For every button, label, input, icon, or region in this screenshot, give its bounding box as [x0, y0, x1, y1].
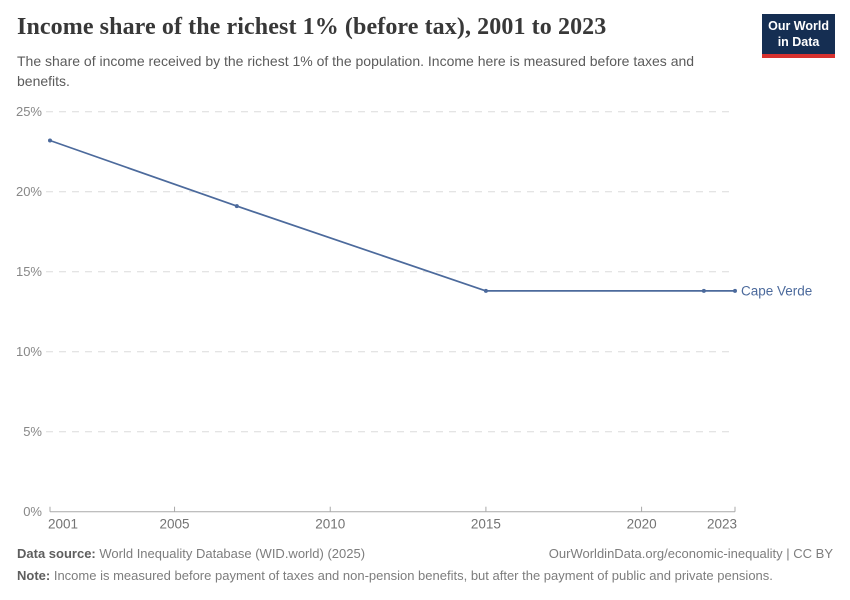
x-axis-tick-label: 2005	[160, 517, 190, 532]
data-source-text: Data source: World Inequality Database (…	[17, 546, 365, 561]
line-chart: 0% 5% 10% 15% 20% 25% 2001 2005 2010 2015 2020 2023…	[16, 104, 812, 532]
y-axis-tick-label: 15%	[16, 264, 42, 279]
footer-note-row: Note: Income is measured before payment …	[17, 568, 833, 583]
y-axis-tick-label: 0%	[23, 504, 42, 519]
chart-subtitle: The share of income received by the rich…	[17, 53, 695, 89]
owid-logo-line2: in Data	[777, 35, 820, 50]
x-axis-tick-label: 2015	[471, 517, 501, 532]
owid-url-link[interactable]: OurWorldinData.org/economic-inequality |…	[548, 546, 833, 561]
data-source-value: World Inequality Database (WID.world) (2…	[99, 546, 366, 561]
data-point[interactable]	[701, 288, 706, 293]
data-source-label: Data source:	[17, 546, 96, 561]
entity-label[interactable]: Cape Verde	[741, 283, 812, 298]
x-axis-tick-label: 2020	[627, 517, 657, 532]
data-point[interactable]	[733, 288, 737, 293]
y-axis-tick-label: 20%	[16, 184, 42, 199]
data-point[interactable]	[483, 288, 488, 293]
series-line[interactable]	[49, 139, 735, 292]
y-axis-tick-label: 5%	[23, 424, 42, 439]
x-axis-tick-label: 2023	[707, 517, 737, 532]
note-label: Note:	[17, 568, 51, 583]
page-title: Income share of the richest 1% (before t…	[17, 14, 607, 40]
y-axis-tick-label: 10%	[16, 344, 42, 359]
owid-logo-line1: Our World	[768, 19, 829, 33]
y-axis-tick-label: 25%	[16, 104, 42, 119]
note-text: Income is measured before payment of tax…	[53, 568, 773, 583]
data-point[interactable]	[48, 138, 52, 143]
data-point[interactable]	[234, 204, 239, 209]
x-axis-tick-label: 2001	[48, 517, 78, 532]
owid-logo[interactable]: Our World in Data	[762, 14, 835, 58]
footer-source-row: Data source: World Inequality Database (…	[17, 546, 833, 561]
x-axis-tick-label: 2010	[315, 517, 345, 532]
